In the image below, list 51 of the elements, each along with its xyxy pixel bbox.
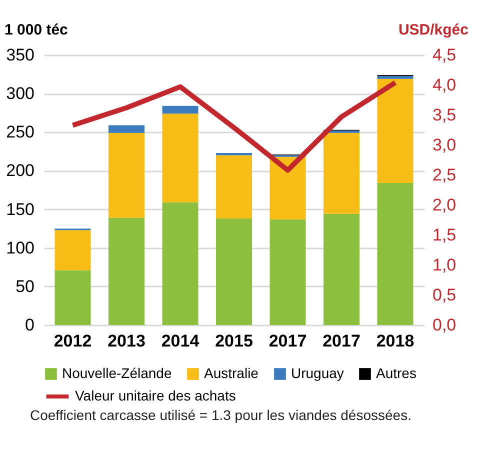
bar [162, 106, 198, 114]
legend-label: Australie [204, 365, 259, 381]
bar [270, 156, 306, 220]
y2-tick-label: 0,0 [432, 316, 456, 334]
legend-label: Nouvelle-Zélande [62, 365, 172, 381]
x-tick-label: 2017 [322, 332, 360, 350]
y-tick-label: 300 [6, 84, 34, 104]
y-tick-label: 100 [6, 238, 34, 258]
x-tick-label: 2013 [108, 332, 146, 350]
bar [54, 270, 91, 325]
y2-tick-label: 1,0 [432, 256, 456, 274]
bar [108, 218, 145, 325]
y2-axis-title: USD/kgéc [398, 22, 468, 38]
y2-tick-label: 3,0 [432, 136, 456, 154]
x-tick-label: 2012 [54, 332, 92, 350]
legend-label: Uruguay [291, 365, 344, 381]
bar [108, 125, 145, 133]
y-tick-label: 350 [6, 46, 34, 64]
bar [108, 132, 145, 218]
bar [323, 132, 360, 214]
x-tick-label: 2015 [215, 332, 253, 350]
y-tick-label: 0 [25, 316, 34, 334]
bar [377, 183, 414, 325]
x-tick-label: 2018 [376, 332, 414, 350]
y-tick-label: 200 [6, 161, 34, 180]
bar [162, 114, 198, 202]
legend-label: Valeur unitaire des achats [75, 388, 236, 404]
bar [216, 152, 252, 156]
bar [377, 76, 414, 79]
bar [216, 155, 252, 219]
y-axis-title: 1 000 téc [4, 22, 68, 38]
y2-tick-label: 2,0 [432, 196, 456, 214]
x-tick-label: 2014 [161, 332, 200, 350]
bar [377, 78, 414, 184]
y2-tick-label: 3,5 [432, 106, 456, 124]
y2-tick-label: 4,0 [432, 76, 456, 94]
y-tick-label: 50 [16, 276, 34, 296]
bar [54, 230, 91, 270]
bar [216, 218, 252, 325]
y-tick-label: 150 [6, 200, 34, 219]
y2-tick-label: 0,5 [432, 286, 456, 304]
bar [162, 202, 198, 325]
bar [323, 214, 360, 325]
x-tick-label: 2017 [268, 332, 307, 350]
y2-tick-label: 1,5 [432, 226, 456, 244]
y2-tick-label: 4,5 [432, 46, 456, 64]
y2-tick-label: 2,5 [432, 166, 456, 184]
legend-label: Autres [376, 365, 416, 381]
bar [270, 219, 306, 325]
text: Coefficient carcasse utilisé = 1.3 pour les viandes désossées. [30, 407, 412, 423]
y-tick-label: 250 [6, 122, 34, 142]
